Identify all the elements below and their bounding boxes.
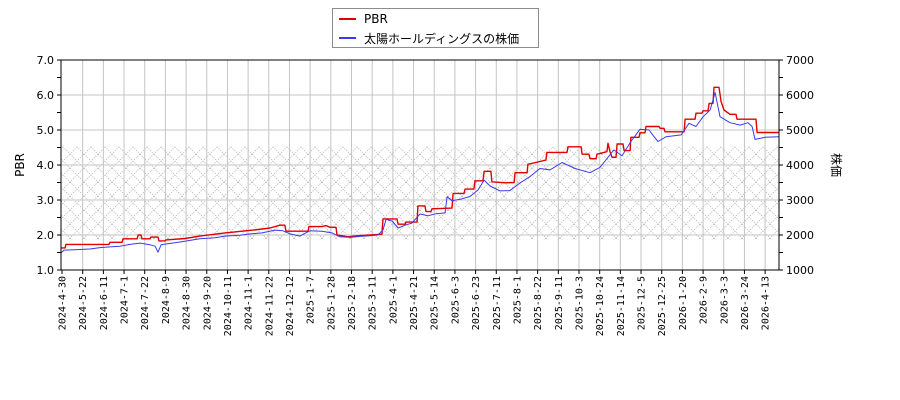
x-tick-label: 2026-1-20 [678,276,689,330]
left-tick-label: 1.0 [37,264,55,277]
series-lines [60,86,780,254]
legend-label-price: 太陽ホールディングスの株価 [364,31,520,46]
x-tick-label: 2024-12-12 [285,276,296,336]
legend-item-pbr[interactable]: PBR [333,10,388,28]
x-tick-label: 2025-1-28 [326,276,337,330]
x-tick-label: 2024-11-22 [264,276,275,336]
x-tick-label: 2024-8-30 [182,276,193,330]
x-tick-label: 2025-6-23 [471,276,482,330]
x-tick-label: 2025-8-22 [533,276,544,330]
x-tick-label: 2025-11-14 [616,276,627,336]
left-tick-label: 3.0 [37,194,55,207]
x-tick-label: 2024-9-20 [202,276,213,330]
x-tick-label: 2025-8-1 [513,276,524,324]
x-tick-label: 2025-3-11 [368,276,379,330]
industry-band-hatch [61,146,779,240]
right-tick-label: 7000 [786,54,814,67]
x-tick-label: 2024-8-9 [161,276,172,324]
industry-pbr-band [61,146,779,240]
x-tick-label: 2026-2-9 [699,276,710,324]
x-tick-label: 2024-7-1 [120,276,131,324]
x-tick-label: 2025-10-24 [595,276,606,336]
x-tick-label: 2025-1-7 [306,276,317,324]
pbr-line-swatch-icon [339,18,356,20]
x-tick-label: 2024-7-22 [140,276,151,330]
x-tick-label: 2025-7-11 [492,276,503,330]
x-tick-label: 2025-10-3 [575,276,586,330]
right-tick-label: 5000 [786,124,814,137]
left-tick-label: 5.0 [37,124,55,137]
legend-label-pbr: PBR [364,12,388,26]
x-tick-label: 2024-4-30 [58,276,69,330]
x-tick-label: 2026-3-3 [719,276,730,324]
x-tick-label: 2024-5-22 [78,276,89,330]
left-tick-label: 7.0 [37,54,55,67]
right-tick-label: 2000 [786,229,814,242]
left-tick-label: 4.0 [37,159,55,172]
legend-item-price[interactable]: 太陽ホールディングスの株価 [333,29,519,47]
right-tick-label: 3000 [786,194,814,207]
right-tick-label: 4000 [786,159,814,172]
right-axis-label: 株価 [829,153,844,177]
left-tick-label: 2.0 [37,229,55,242]
x-tick-label: 2025-4-1 [388,276,399,324]
legend: PBR 太陽ホールディングスの株価 [332,8,539,48]
price-line-swatch-icon [339,37,356,39]
x-tick-label: 2025-9-11 [554,276,565,330]
x-tick-label: 2025-2-18 [347,276,358,330]
x-tick-label: 2026-4-13 [761,276,772,330]
x-tick-label: 2025-12-5 [637,276,648,330]
x-tick-label: 2024-10-11 [223,276,234,336]
right-tick-label: 6000 [786,89,814,102]
left-axis-label: PBR [13,153,27,177]
left-tick-label: 6.0 [37,89,55,102]
price-line [60,92,780,254]
x-tick-label: 2026-3-24 [740,276,751,330]
axes: 1.0 2.0 3.0 4.0 5.0 6.0 7.0 1000 2000 3000 4000 500… [37,54,815,336]
pbr-line [61,86,779,249]
x-tick-label: 2024-11-1 [244,276,255,330]
x-tick-label: 2025-4-21 [409,276,420,330]
x-tick-label: 2025-5-14 [430,276,441,330]
right-tick-label: 1000 [786,264,814,277]
x-tick-label: 2024-6-11 [99,276,110,330]
x-tick-label: 2025-6-3 [450,276,461,324]
x-tick-label: 2025-12-25 [657,276,668,336]
